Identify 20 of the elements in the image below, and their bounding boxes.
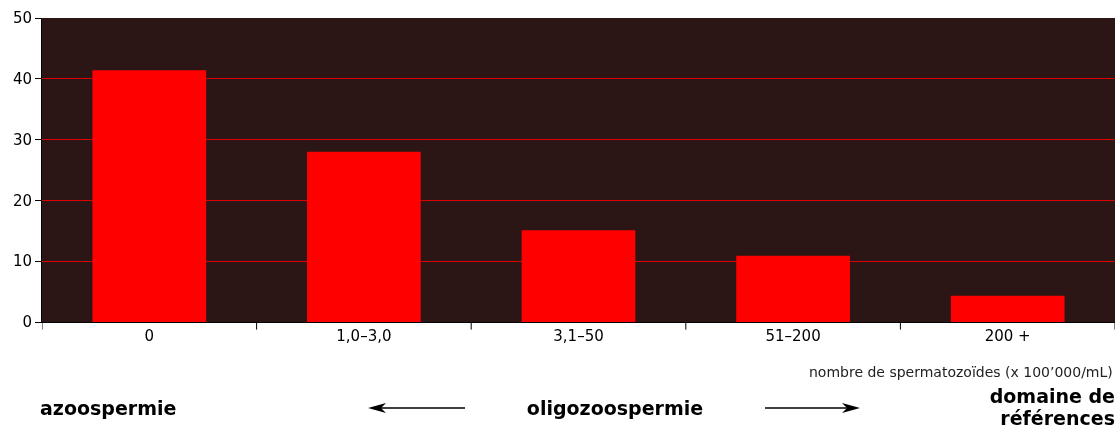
x-tick-label: 200 +: [984, 327, 1031, 345]
x-axis-title: nombre de spermatozoïdes (x 100’000/mL): [809, 364, 1113, 380]
y-tick-label: 40: [12, 70, 32, 89]
bar: [950, 295, 1065, 322]
y-tick-label: 0: [22, 313, 32, 332]
text: domaine de références: [988, 385, 1115, 429]
bar: [92, 70, 207, 322]
text: oligozoospermie: [525, 397, 705, 419]
y-tick-label: 50: [12, 9, 32, 28]
x-tick-label: 1,0–3,0: [336, 327, 392, 345]
bar: [736, 255, 850, 322]
y-tick-label: 30: [12, 130, 32, 149]
y-tick-label: 20: [12, 191, 32, 210]
text: azoospermie: [40, 397, 178, 419]
bar: [521, 230, 636, 322]
bar: [307, 151, 421, 322]
x-tick-label: 0: [144, 327, 155, 345]
x-tick-label: 3,1–50: [553, 327, 604, 345]
y-tick-label: 10: [12, 252, 32, 271]
x-tick-label: 51–200: [765, 327, 821, 345]
